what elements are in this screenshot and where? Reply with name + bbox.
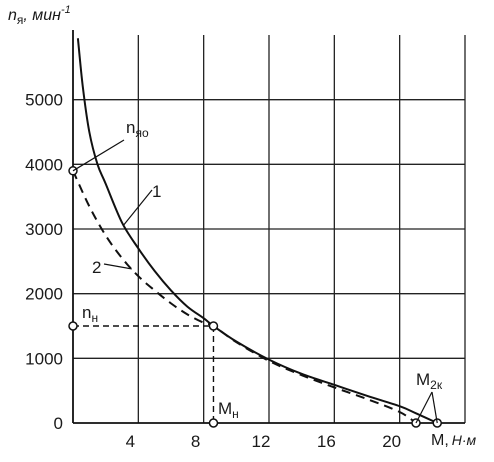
leader-lines [72, 139, 438, 424]
grid [73, 35, 466, 423]
y-tick-label: 4000 [25, 155, 63, 174]
marker-point [68, 321, 78, 331]
y-tick-label: 0 [54, 414, 63, 433]
label-curve-2: 2 [92, 258, 101, 277]
y-tick-label: 3000 [25, 220, 63, 239]
guide-lines [73, 325, 215, 423]
label-n-n: nн [82, 303, 98, 325]
label-m-n: Mн [218, 399, 239, 421]
series-line-1 [76, 38, 438, 424]
x-tick-label: 20 [382, 432, 401, 451]
x-tick-label: 12 [252, 432, 271, 451]
label-m-2k: M2к [416, 370, 443, 392]
y-tick-label: 1000 [25, 349, 63, 368]
x-tick-label: 4 [126, 432, 135, 451]
x-axis-label: M, Н·м [431, 432, 477, 449]
series-lines [72, 38, 438, 424]
y-tick-label: 2000 [25, 285, 63, 304]
annotation-leader [103, 263, 132, 270]
series-line-2 [72, 170, 417, 424]
label-curve-1: 1 [152, 182, 161, 201]
marker-points [68, 166, 442, 428]
annotation-leader [415, 391, 433, 424]
y-axis-label: nя, мин-1 [8, 4, 71, 27]
annotation-leader [431, 391, 438, 424]
axes [72, 30, 465, 424]
marker-point [208, 321, 219, 331]
x-tick-label: 8 [191, 432, 200, 451]
annotation-leader [72, 139, 125, 172]
marker-point [208, 418, 219, 428]
y-tick-label: 5000 [25, 91, 63, 110]
label-n-yao: nяо [126, 118, 149, 140]
x-tick-label: 16 [317, 432, 336, 451]
annotation-leader [123, 189, 153, 226]
